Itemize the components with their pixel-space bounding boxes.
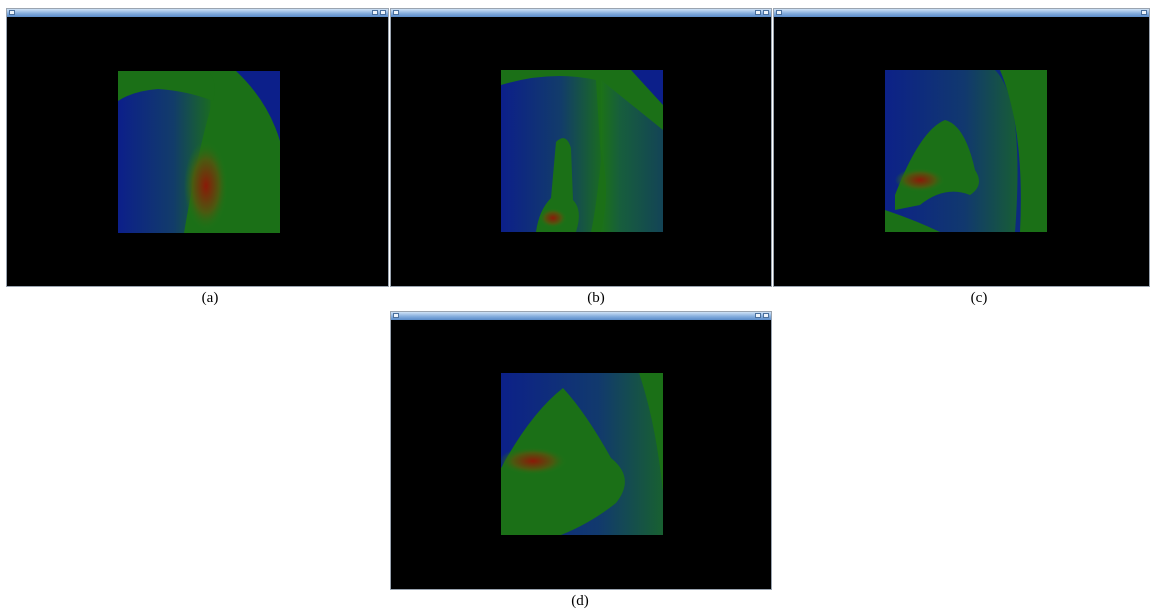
title-bar — [774, 9, 1149, 17]
close-button[interactable] — [763, 10, 769, 15]
window — [390, 8, 772, 287]
close-button[interactable] — [763, 313, 769, 318]
close-button[interactable] — [1141, 10, 1147, 15]
window-icon — [393, 313, 399, 318]
close-button[interactable] — [380, 10, 386, 15]
simulation-view — [118, 71, 280, 233]
minimize-button[interactable] — [372, 10, 378, 15]
caption: (b) — [566, 290, 626, 307]
title-bar — [391, 9, 771, 17]
simulation-view — [501, 70, 663, 232]
title-bar — [391, 312, 771, 320]
caption: (c) — [949, 290, 1009, 307]
title-bar — [7, 9, 388, 17]
caption: (a) — [180, 290, 240, 307]
caption: (d) — [550, 593, 610, 610]
window-icon — [776, 10, 782, 15]
window-icon — [9, 10, 15, 15]
window — [390, 311, 772, 590]
window — [773, 8, 1150, 287]
minimize-button[interactable] — [755, 313, 761, 318]
figure: (a) (b) (c) (d) (() => { const data = JS… — [0, 0, 1151, 611]
simulation-view — [501, 373, 663, 535]
minimize-button[interactable] — [755, 10, 761, 15]
window-icon — [393, 10, 399, 15]
window — [6, 8, 389, 287]
simulation-view — [885, 70, 1047, 232]
